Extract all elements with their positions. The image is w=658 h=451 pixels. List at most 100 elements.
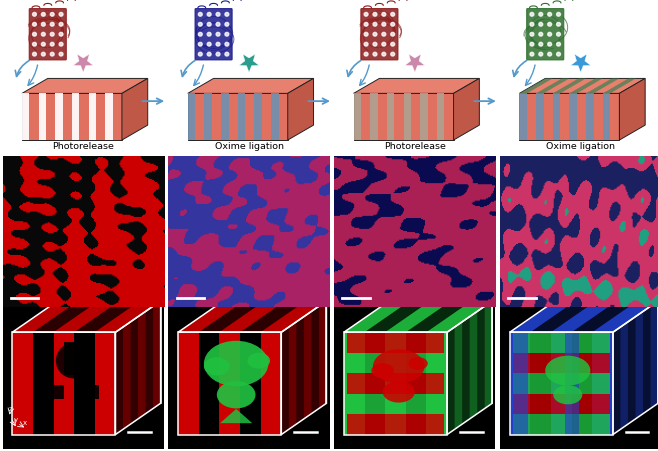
Circle shape bbox=[41, 32, 45, 36]
Circle shape bbox=[32, 42, 36, 46]
Polygon shape bbox=[513, 332, 528, 435]
Polygon shape bbox=[403, 93, 411, 140]
Polygon shape bbox=[116, 327, 123, 435]
Text: Photorelease: Photorelease bbox=[384, 142, 446, 151]
Circle shape bbox=[50, 23, 54, 26]
Ellipse shape bbox=[371, 363, 394, 378]
Polygon shape bbox=[271, 93, 278, 140]
Circle shape bbox=[216, 13, 220, 16]
Polygon shape bbox=[385, 332, 406, 435]
Circle shape bbox=[59, 13, 63, 16]
Polygon shape bbox=[603, 78, 636, 93]
Polygon shape bbox=[199, 301, 265, 332]
Circle shape bbox=[547, 23, 551, 26]
Ellipse shape bbox=[204, 357, 230, 375]
Circle shape bbox=[539, 13, 543, 16]
Circle shape bbox=[225, 32, 229, 36]
Polygon shape bbox=[288, 78, 314, 140]
Circle shape bbox=[41, 23, 45, 26]
Polygon shape bbox=[48, 342, 99, 399]
Polygon shape bbox=[53, 301, 119, 332]
Circle shape bbox=[557, 23, 561, 26]
Polygon shape bbox=[572, 301, 638, 332]
Circle shape bbox=[50, 32, 54, 36]
Circle shape bbox=[50, 42, 54, 46]
Circle shape bbox=[225, 13, 229, 16]
Polygon shape bbox=[553, 93, 560, 140]
Polygon shape bbox=[536, 78, 569, 93]
Circle shape bbox=[373, 23, 377, 26]
Polygon shape bbox=[619, 78, 645, 140]
Circle shape bbox=[207, 13, 211, 16]
Polygon shape bbox=[603, 93, 610, 140]
Polygon shape bbox=[22, 93, 30, 140]
Circle shape bbox=[225, 52, 229, 56]
Polygon shape bbox=[405, 54, 425, 72]
Circle shape bbox=[391, 13, 395, 16]
Circle shape bbox=[364, 52, 368, 56]
FancyBboxPatch shape bbox=[526, 9, 564, 60]
Polygon shape bbox=[188, 93, 288, 140]
Polygon shape bbox=[282, 327, 289, 435]
Text: Oxime ligation: Oxime ligation bbox=[546, 142, 615, 151]
Ellipse shape bbox=[383, 381, 415, 403]
Circle shape bbox=[557, 52, 561, 56]
Circle shape bbox=[50, 13, 54, 16]
Circle shape bbox=[216, 32, 220, 36]
Polygon shape bbox=[551, 301, 617, 332]
Circle shape bbox=[198, 42, 202, 46]
Circle shape bbox=[207, 52, 211, 56]
Ellipse shape bbox=[217, 381, 255, 409]
Polygon shape bbox=[385, 301, 451, 332]
Circle shape bbox=[539, 42, 543, 46]
Polygon shape bbox=[613, 327, 620, 435]
Polygon shape bbox=[353, 78, 479, 93]
Circle shape bbox=[207, 32, 211, 36]
Circle shape bbox=[225, 23, 229, 26]
Polygon shape bbox=[13, 301, 161, 332]
Circle shape bbox=[382, 23, 386, 26]
Polygon shape bbox=[586, 78, 619, 93]
Circle shape bbox=[391, 32, 395, 36]
Circle shape bbox=[547, 32, 551, 36]
Ellipse shape bbox=[373, 350, 424, 383]
Circle shape bbox=[32, 32, 36, 36]
Circle shape bbox=[382, 13, 386, 16]
Polygon shape bbox=[592, 332, 613, 435]
Polygon shape bbox=[519, 93, 619, 140]
Polygon shape bbox=[592, 301, 658, 332]
Circle shape bbox=[198, 52, 202, 56]
FancyBboxPatch shape bbox=[195, 9, 232, 60]
Circle shape bbox=[530, 23, 534, 26]
Circle shape bbox=[32, 52, 36, 56]
Circle shape bbox=[198, 13, 202, 16]
Polygon shape bbox=[453, 78, 479, 140]
Circle shape bbox=[382, 42, 386, 46]
Polygon shape bbox=[219, 332, 240, 435]
Polygon shape bbox=[347, 414, 444, 435]
Polygon shape bbox=[513, 414, 610, 435]
Polygon shape bbox=[261, 332, 281, 435]
Circle shape bbox=[32, 23, 36, 26]
Polygon shape bbox=[178, 301, 326, 332]
Circle shape bbox=[198, 23, 202, 26]
Polygon shape bbox=[426, 301, 492, 332]
Polygon shape bbox=[13, 332, 33, 435]
Circle shape bbox=[373, 52, 377, 56]
Ellipse shape bbox=[409, 357, 428, 370]
Circle shape bbox=[373, 42, 377, 46]
Polygon shape bbox=[510, 301, 658, 332]
Ellipse shape bbox=[204, 341, 268, 386]
Polygon shape bbox=[370, 93, 378, 140]
Polygon shape bbox=[13, 301, 78, 332]
Circle shape bbox=[382, 52, 386, 56]
Polygon shape bbox=[199, 332, 219, 435]
Polygon shape bbox=[437, 93, 444, 140]
Circle shape bbox=[391, 52, 395, 56]
Polygon shape bbox=[347, 353, 444, 373]
Circle shape bbox=[530, 42, 534, 46]
Circle shape bbox=[198, 32, 202, 36]
Circle shape bbox=[216, 42, 220, 46]
Polygon shape bbox=[74, 332, 95, 435]
Circle shape bbox=[530, 52, 534, 56]
